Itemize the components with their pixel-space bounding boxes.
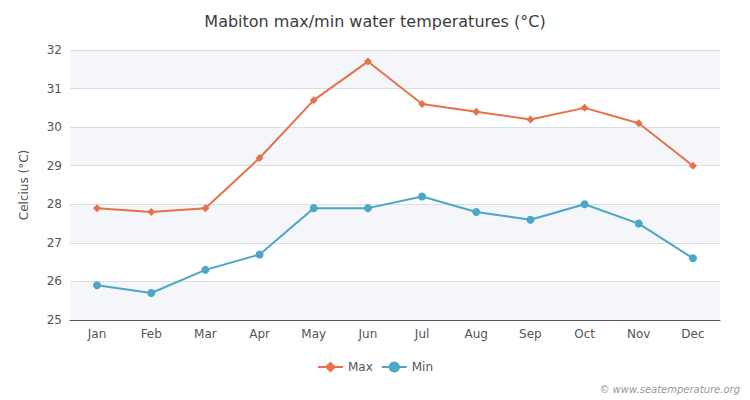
svg-text:Nov: Nov <box>627 327 650 341</box>
svg-text:Celcius (°C): Celcius (°C) <box>17 150 31 220</box>
svg-text:29: 29 <box>47 159 62 173</box>
svg-text:Sep: Sep <box>519 327 542 341</box>
svg-text:32: 32 <box>47 43 62 57</box>
svg-text:Jul: Jul <box>414 327 429 341</box>
svg-text:Oct: Oct <box>574 327 595 341</box>
svg-text:Jan: Jan <box>87 327 107 341</box>
svg-text:May: May <box>301 327 326 341</box>
svg-text:Jun: Jun <box>358 327 378 341</box>
svg-text:31: 31 <box>47 82 62 96</box>
svg-text:25: 25 <box>47 313 62 327</box>
svg-text:28: 28 <box>47 197 62 211</box>
svg-text:30: 30 <box>47 120 62 134</box>
svg-text:27: 27 <box>47 236 62 250</box>
svg-text:Mar: Mar <box>194 327 217 341</box>
svg-text:Dec: Dec <box>681 327 704 341</box>
svg-text:Feb: Feb <box>141 327 162 341</box>
svg-text:© www.seatemperature.org: © www.seatemperature.org <box>599 384 740 395</box>
svg-text:Mabiton max/min water temperat: Mabiton max/min water temperatures (°C) <box>204 12 545 31</box>
svg-text:Apr: Apr <box>249 327 270 341</box>
svg-text:Max: Max <box>348 360 373 374</box>
svg-text:Min: Min <box>412 360 433 374</box>
svg-text:26: 26 <box>47 274 62 288</box>
svg-text:Aug: Aug <box>465 327 488 341</box>
